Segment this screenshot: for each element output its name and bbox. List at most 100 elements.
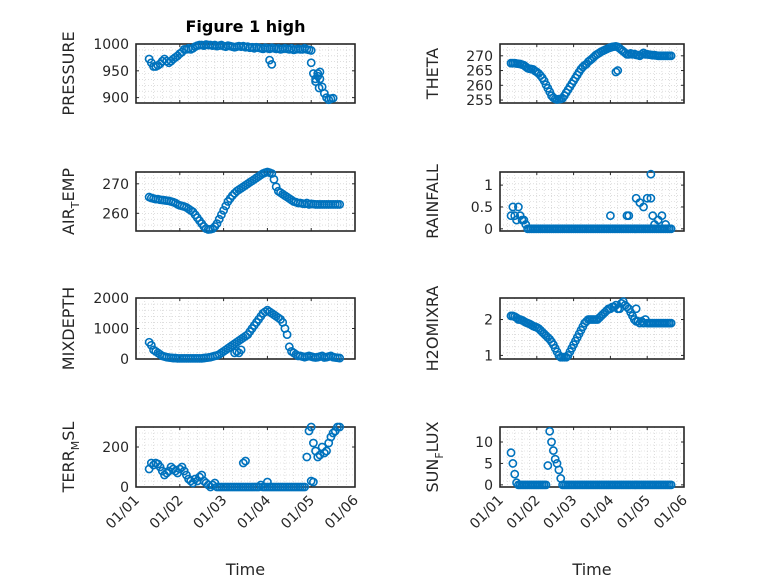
data-point <box>212 219 222 229</box>
y-tick-label: 10 <box>475 435 493 451</box>
y-tick-label: 0 <box>120 352 129 368</box>
y-tick-label: 0 <box>484 478 493 494</box>
data-point <box>267 59 277 69</box>
y-axis-label-tail: SL <box>59 422 78 441</box>
data-point <box>175 464 185 474</box>
data-point <box>315 67 325 77</box>
data-point <box>657 211 667 221</box>
data-point <box>328 93 338 103</box>
data-point <box>284 342 294 352</box>
data-point <box>306 58 316 68</box>
axes-box <box>499 43 685 104</box>
grid <box>135 297 356 360</box>
subplot-3: 0 0.5 1 RAINFALL <box>423 164 685 239</box>
data-point <box>282 330 292 339</box>
data-point <box>506 211 516 221</box>
data-point <box>335 353 345 363</box>
y-tick-label: 0.5 <box>471 200 493 216</box>
y-tick-label: 2000 <box>93 291 129 307</box>
data-point <box>308 477 318 487</box>
y-axis-label-subscript: M <box>69 441 82 451</box>
y-axis-label-main: PRESSURE <box>59 31 78 115</box>
y-axis-label: MIXDEPTH <box>59 287 78 370</box>
data-point <box>322 446 331 456</box>
data-point <box>666 480 676 490</box>
data-point <box>236 345 246 355</box>
data-point <box>510 469 520 479</box>
y-axis-label-tail: EMP <box>59 168 78 202</box>
data-point <box>271 182 281 192</box>
y-tick-label: 255 <box>466 93 493 109</box>
data-point <box>646 193 656 203</box>
data-point <box>547 437 556 447</box>
data-point <box>335 200 345 209</box>
data-point <box>208 224 218 234</box>
data-point <box>543 461 553 470</box>
data-point <box>661 220 670 229</box>
y-tick-label: 200 <box>102 440 129 456</box>
y-tick-label: 270 <box>466 49 493 65</box>
series-markers <box>144 305 345 363</box>
y-tick-label: 260 <box>466 78 493 94</box>
data-point <box>508 202 518 212</box>
x-axis-label: Time <box>225 560 265 579</box>
y-axis-label: RAINFALL <box>423 164 442 239</box>
data-point <box>328 428 338 438</box>
y-tick-label: 1 <box>484 348 493 364</box>
data-point <box>227 191 237 200</box>
y-axis-label-subscript: T <box>69 201 82 209</box>
x-axis-label: Time <box>571 560 611 579</box>
data-point <box>146 340 156 350</box>
data-point <box>171 466 180 476</box>
data-point <box>313 71 323 81</box>
chart-title: Figure 1 high <box>186 17 306 36</box>
data-point <box>238 458 248 468</box>
y-axis-label: PRESSURE <box>59 31 78 115</box>
data-point <box>300 482 310 492</box>
subplot-2: 260 270 AIRTEMP <box>59 167 356 235</box>
y-tick-label: 0 <box>120 480 129 496</box>
data-point <box>519 215 529 225</box>
y-axis-label: AIRTEMP <box>59 168 82 235</box>
data-point <box>162 468 172 478</box>
y-axis-label-main: AIR <box>59 208 78 235</box>
y-tick-label: 270 <box>102 177 129 193</box>
data-point <box>624 211 634 221</box>
data-point <box>510 211 520 221</box>
y-tick-label: 5 <box>484 456 493 472</box>
y-axis-label: H2OMIXRA <box>423 286 442 372</box>
data-point <box>306 46 316 55</box>
y-tick-label: 2 <box>484 313 493 329</box>
data-point <box>335 422 345 432</box>
y-tick-label: 265 <box>466 64 493 80</box>
y-axis-label-main: H2OMIXRA <box>423 286 442 372</box>
data-point <box>631 304 641 314</box>
data-point <box>302 452 312 462</box>
y-tick-label: 900 <box>102 91 129 107</box>
data-point <box>313 452 323 462</box>
y-axis-label: TERRMSL <box>59 422 82 494</box>
data-point <box>545 426 555 436</box>
data-point <box>190 474 200 484</box>
series-markers <box>506 41 676 104</box>
data-point <box>306 422 316 432</box>
data-point <box>221 201 231 211</box>
series-markers <box>144 40 338 105</box>
y-axis-label-main: TERR <box>59 450 78 493</box>
data-point <box>319 88 329 98</box>
y-tick-label: 260 <box>102 206 129 222</box>
data-point <box>265 55 274 65</box>
data-point <box>311 77 320 86</box>
data-point <box>308 438 318 448</box>
data-point <box>646 169 656 179</box>
data-point <box>613 66 623 75</box>
data-point <box>666 51 676 61</box>
y-axis-label: THETA <box>423 48 442 100</box>
data-point <box>319 448 329 458</box>
series-markers <box>144 422 345 492</box>
data-point <box>611 67 621 77</box>
y-axis-label-subscript: F <box>433 452 446 458</box>
data-point <box>506 448 516 458</box>
data-point <box>606 211 615 221</box>
data-point <box>639 202 648 212</box>
